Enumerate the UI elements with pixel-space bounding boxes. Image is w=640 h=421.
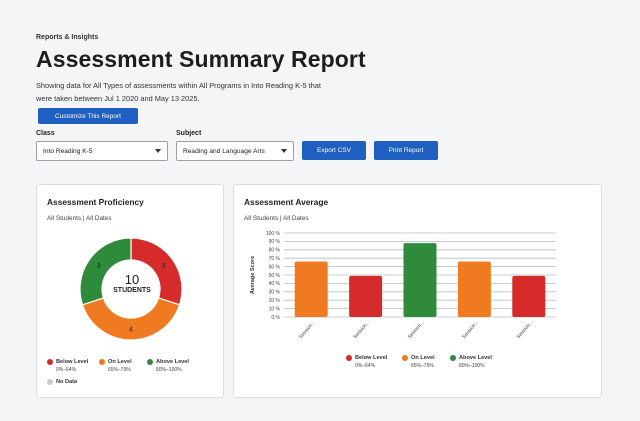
legend-range: 0%–64% [355, 363, 376, 370]
x-tick-label: Session... [516, 319, 535, 340]
subject-select[interactable]: Reading and Language Arts [176, 141, 294, 161]
y-tick-label: 60 % [269, 264, 281, 270]
subject-select-value: Reading and Language Arts [183, 147, 265, 155]
class-select-value: Into Reading K-5 [43, 147, 93, 155]
legend-item-above: Above Level 80%–100% [147, 359, 189, 373]
donut-slice-above-level [79, 237, 132, 306]
x-tick-label: Session... [461, 319, 480, 340]
legend-item-below: Below Level 0%–64% [346, 355, 387, 369]
legend-dot [346, 355, 352, 361]
legend-dot [47, 379, 53, 385]
y-tick-label: 40 % [269, 281, 281, 287]
legend-dot [450, 355, 456, 361]
legend-range: 80%–100% [459, 363, 485, 370]
customize-report-button[interactable]: Customize This Report [38, 108, 138, 124]
legend-item-no-data: No Data [47, 379, 77, 385]
chevron-down-icon [281, 149, 287, 153]
x-tick-label: Session... [407, 319, 426, 340]
y-tick-label: 50 % [269, 273, 281, 279]
bar-1[interactable] [294, 261, 328, 317]
class-label: Class [36, 130, 55, 137]
legend-label: No Data [56, 379, 78, 385]
proficiency-donut-chart: 3 4 3 [79, 237, 183, 341]
breadcrumb: Reports & Insights [36, 34, 99, 41]
page-title: Assessment Summary Report [36, 46, 366, 72]
average-card: Assessment Average All Students | All Da… [233, 184, 602, 398]
legend-range: 80%–100% [156, 367, 182, 374]
legend-label: Above Level [156, 359, 189, 365]
average-subtitle: All Students | All Dates [244, 215, 309, 222]
average-legend: Below Level 0%–64% On Level 65%–79% Abov… [346, 355, 546, 385]
legend-label: On Level [411, 355, 435, 361]
y-tick-label: 10 % [269, 306, 281, 312]
bar-2[interactable] [349, 275, 383, 317]
y-tick-label: 30 % [269, 290, 281, 296]
proficiency-card: Assessment Proficiency All Students | Al… [36, 184, 224, 398]
donut-slice-label: 3 [97, 263, 101, 270]
y-tick-label: 0 % [271, 315, 280, 321]
legend-label: Below Level [355, 355, 388, 361]
class-select[interactable]: Into Reading K-5 [36, 141, 168, 161]
chevron-down-icon [155, 149, 161, 153]
legend-label: On Level [108, 359, 132, 365]
donut-center: 10 STUDENTS [109, 272, 155, 295]
bar-4[interactable] [457, 261, 491, 317]
print-report-button[interactable]: Print Report [374, 141, 438, 160]
legend-dot [147, 359, 153, 365]
x-tick-label: Session... [352, 319, 371, 340]
legend-item-below: Below Level 0%–64% [47, 359, 88, 373]
y-tick-label: 70 % [269, 256, 281, 262]
donut-slice-on-level [81, 297, 181, 341]
legend-dot [47, 359, 53, 365]
legend-label: Above Level [459, 355, 492, 361]
proficiency-legend: Below Level 0%–64% On Level 65%–79% Abov… [47, 359, 223, 393]
y-tick-label: 100 % [266, 231, 281, 237]
export-csv-button[interactable]: Export CSV [302, 141, 366, 160]
legend-item-on: On Level 65%–79% [99, 359, 132, 373]
x-tick-label: Session... [298, 319, 317, 340]
proficiency-subtitle: All Students | All Dates [47, 215, 112, 222]
proficiency-title: Assessment Proficiency [47, 197, 144, 207]
y-axis-label: Average Score [250, 256, 256, 294]
report-description: Showing data for All Types of assessment… [36, 81, 321, 103]
legend-range: 65%–79% [108, 367, 131, 374]
donut-slice-label: 4 [129, 327, 133, 334]
y-tick-label: 90 % [269, 239, 281, 245]
student-count: 10 [124, 272, 140, 287]
legend-item-above: Above Level 80%–100% [450, 355, 492, 369]
legend-range: 65%–79% [411, 363, 434, 370]
subject-label: Subject [176, 130, 202, 137]
average-title: Assessment Average [244, 197, 329, 207]
bar-5[interactable] [512, 275, 546, 317]
legend-dot [402, 355, 408, 361]
y-tick-label: 20 % [269, 298, 281, 304]
legend-item-on: On Level 65%–79% [402, 355, 435, 369]
legend-range: 0%–64% [56, 367, 77, 374]
bar-3[interactable] [403, 243, 437, 317]
legend-label: Below Level [56, 359, 89, 365]
y-tick-label: 80 % [269, 248, 281, 254]
donut-slice-label: 3 [161, 263, 165, 270]
student-count-caption: STUDENTS [113, 287, 151, 294]
legend-dot [99, 359, 105, 365]
average-bar-chart: 0 % 10 % 20 % 30 % 40 % 50 % 60 % 70 % 80 % 90 % 1… [250, 231, 556, 340]
